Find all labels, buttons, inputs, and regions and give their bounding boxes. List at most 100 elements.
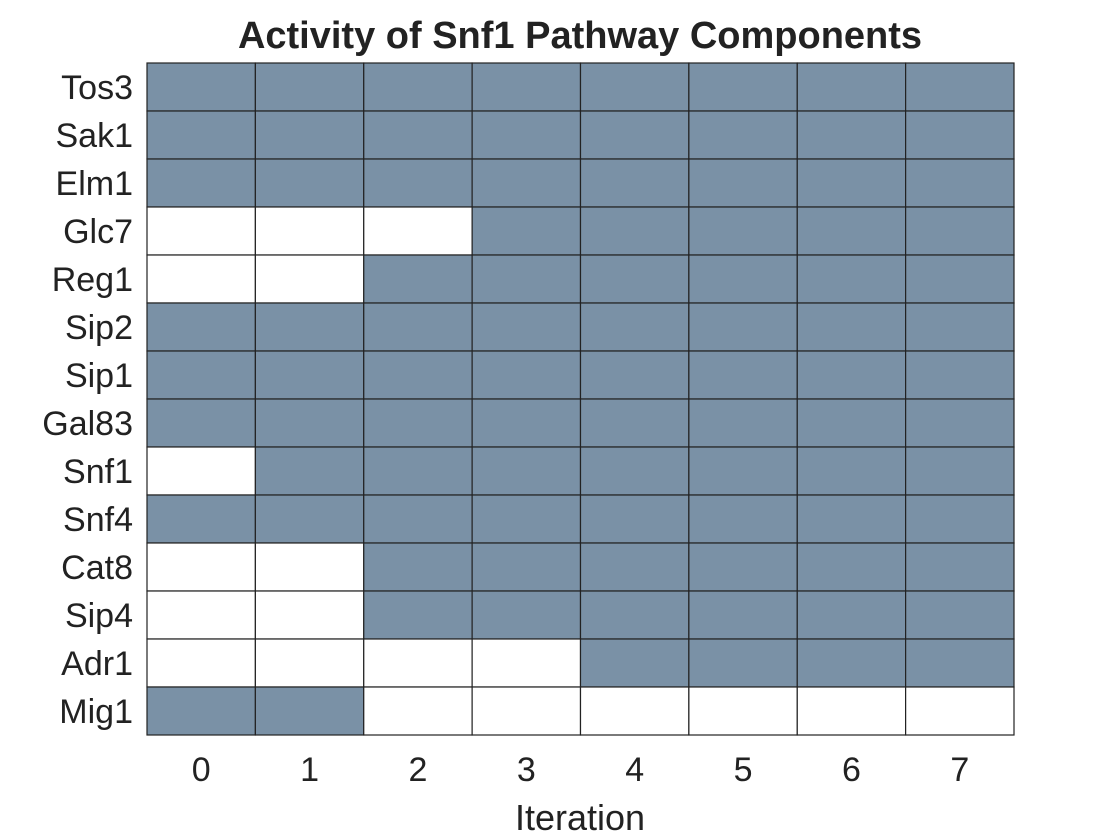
heatmap-cell xyxy=(796,254,907,304)
heatmap-cell xyxy=(254,254,365,304)
heatmap-cell xyxy=(796,302,907,352)
heatmap-cell xyxy=(579,638,690,688)
heatmap-cell xyxy=(254,638,365,688)
x-tick-label: 5 xyxy=(734,751,753,789)
heatmap-cell xyxy=(254,398,365,448)
heatmap-cell xyxy=(146,206,256,256)
heatmap-cell xyxy=(471,638,582,688)
heatmap-cell xyxy=(146,302,256,352)
heatmap-cell xyxy=(688,110,798,160)
heatmap-cell xyxy=(579,62,690,112)
row-label: Gal83 xyxy=(42,405,133,443)
heatmap-cell xyxy=(579,158,690,208)
row-label: Sip1 xyxy=(65,357,133,395)
heatmap-cell xyxy=(579,686,690,736)
heatmap-cell xyxy=(688,350,798,400)
heatmap-cell xyxy=(363,62,473,112)
row-label: Snf1 xyxy=(63,453,133,491)
heatmap-cell xyxy=(363,398,473,448)
heatmap-cell xyxy=(579,350,690,400)
chart-title: Activity of Snf1 Pathway Components xyxy=(238,15,922,57)
heatmap-cell xyxy=(579,206,690,256)
heatmap-cell xyxy=(905,158,1015,208)
x-tick-label: 2 xyxy=(408,751,427,789)
heatmap-cell xyxy=(905,350,1015,400)
row-label: Elm1 xyxy=(56,165,133,203)
heatmap-cell xyxy=(796,638,907,688)
heatmap-cell xyxy=(688,638,798,688)
row-label: Snf4 xyxy=(63,501,133,539)
heatmap-cell xyxy=(146,350,256,400)
heatmap-cell xyxy=(579,494,690,544)
heatmap-cell xyxy=(146,542,256,592)
heatmap-cell xyxy=(579,590,690,640)
heatmap-cell xyxy=(471,398,582,448)
heatmap-cell xyxy=(579,446,690,496)
x-tick-label: 3 xyxy=(517,751,536,789)
heatmap-cell xyxy=(363,446,473,496)
row-label: Sip4 xyxy=(65,597,133,635)
heatmap-cell xyxy=(146,446,256,496)
x-axis-label: Iteration xyxy=(515,797,645,838)
heatmap-cell xyxy=(796,158,907,208)
heatmap-cell xyxy=(905,446,1015,496)
heatmap-cell xyxy=(146,494,256,544)
column-tick-labels: 0 1 2 3 4 5 6 7 xyxy=(192,751,970,789)
heatmap-cell xyxy=(254,494,365,544)
heatmap-cell xyxy=(254,302,365,352)
heatmap-cell xyxy=(471,590,582,640)
heatmap-cell xyxy=(796,110,907,160)
heatmap-cell xyxy=(363,686,473,736)
heatmap-cell xyxy=(471,542,582,592)
heatmap-cell xyxy=(363,494,473,544)
heatmap-cell xyxy=(471,686,582,736)
heatmap-cell xyxy=(796,446,907,496)
heatmap-cell xyxy=(905,590,1015,640)
heatmap-cell xyxy=(796,590,907,640)
heatmap-cell xyxy=(146,62,256,112)
heatmap-cell xyxy=(363,638,473,688)
x-tick-label: 6 xyxy=(842,751,861,789)
heatmap-cell xyxy=(688,398,798,448)
x-tick-label: 7 xyxy=(950,751,969,789)
heatmap-cell xyxy=(363,254,473,304)
heatmap-cell xyxy=(363,590,473,640)
heatmap-cell xyxy=(363,542,473,592)
heatmap-cell xyxy=(471,62,582,112)
heatmap-cell xyxy=(579,254,690,304)
heatmap-cell xyxy=(688,254,798,304)
row-label: Adr1 xyxy=(61,645,133,683)
heatmap-cell xyxy=(579,542,690,592)
heatmap-cell xyxy=(579,302,690,352)
heatmap-cell xyxy=(146,590,256,640)
heatmap-cell xyxy=(688,494,798,544)
heatmap-cell xyxy=(471,494,582,544)
heatmap-cell xyxy=(363,302,473,352)
heatmap-cell xyxy=(254,110,365,160)
heatmap-cell xyxy=(146,158,256,208)
heatmap-cell xyxy=(363,158,473,208)
heatmap-cell xyxy=(688,62,798,112)
heatmap-cell xyxy=(688,446,798,496)
heatmap-cell xyxy=(146,686,256,736)
heatmap-cell xyxy=(688,302,798,352)
heatmap-cell xyxy=(905,542,1015,592)
heatmap-cell xyxy=(471,254,582,304)
heatmap-cell xyxy=(905,398,1015,448)
row-label: Sip2 xyxy=(65,309,133,347)
heatmap-cell xyxy=(146,398,256,448)
heatmap-cell xyxy=(905,302,1015,352)
heatmap-cell xyxy=(905,254,1015,304)
heatmap-cell xyxy=(796,350,907,400)
row-label: Sak1 xyxy=(56,117,134,155)
heatmap-cell xyxy=(905,206,1015,256)
heatmap-cell xyxy=(146,254,256,304)
heatmap-cell xyxy=(471,110,582,160)
heatmap-cell xyxy=(905,62,1015,112)
heatmap-cell xyxy=(254,686,365,736)
heatmap-cell xyxy=(146,638,256,688)
heatmap-cell xyxy=(254,206,365,256)
heatmap-cell xyxy=(254,542,365,592)
